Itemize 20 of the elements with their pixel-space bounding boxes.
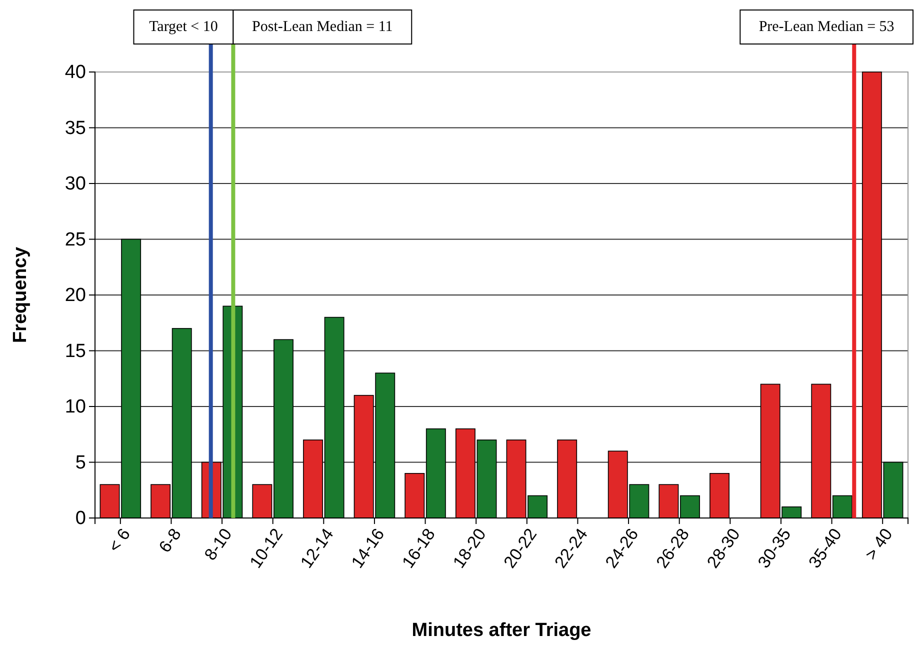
ref-line-label: Target < 10 [149, 19, 218, 35]
ref-line-label: Post-Lean Median = 11 [252, 19, 393, 35]
x-tick-label: > 40 [861, 525, 896, 564]
y-tick-label: 5 [75, 452, 86, 474]
y-tick-label: 10 [64, 396, 86, 418]
y-tick-label: 40 [64, 62, 86, 84]
y-tick-label: 35 [64, 118, 86, 139]
y-tick-label: 25 [64, 229, 86, 250]
y-tick-label: 0 [75, 508, 86, 530]
label-box: Target < 10 [133, 10, 234, 44]
label-box: Post-Lean Median = 11 [232, 10, 412, 44]
y-tick-label: 15 [64, 340, 86, 362]
x-axis-title: Minutes after Triage [412, 620, 592, 641]
x-tick-label: < 6 [104, 525, 134, 556]
x-tick-label: 6-8 [155, 525, 185, 556]
ref-line-label: Pre-Lean Median = 53 [758, 19, 894, 35]
y-axis-title: Frequency [10, 246, 31, 344]
y-tick-label: 30 [64, 174, 86, 195]
y-tick-label: 20 [64, 285, 86, 306]
label-box: Pre-Lean Median = 53 [740, 10, 914, 44]
